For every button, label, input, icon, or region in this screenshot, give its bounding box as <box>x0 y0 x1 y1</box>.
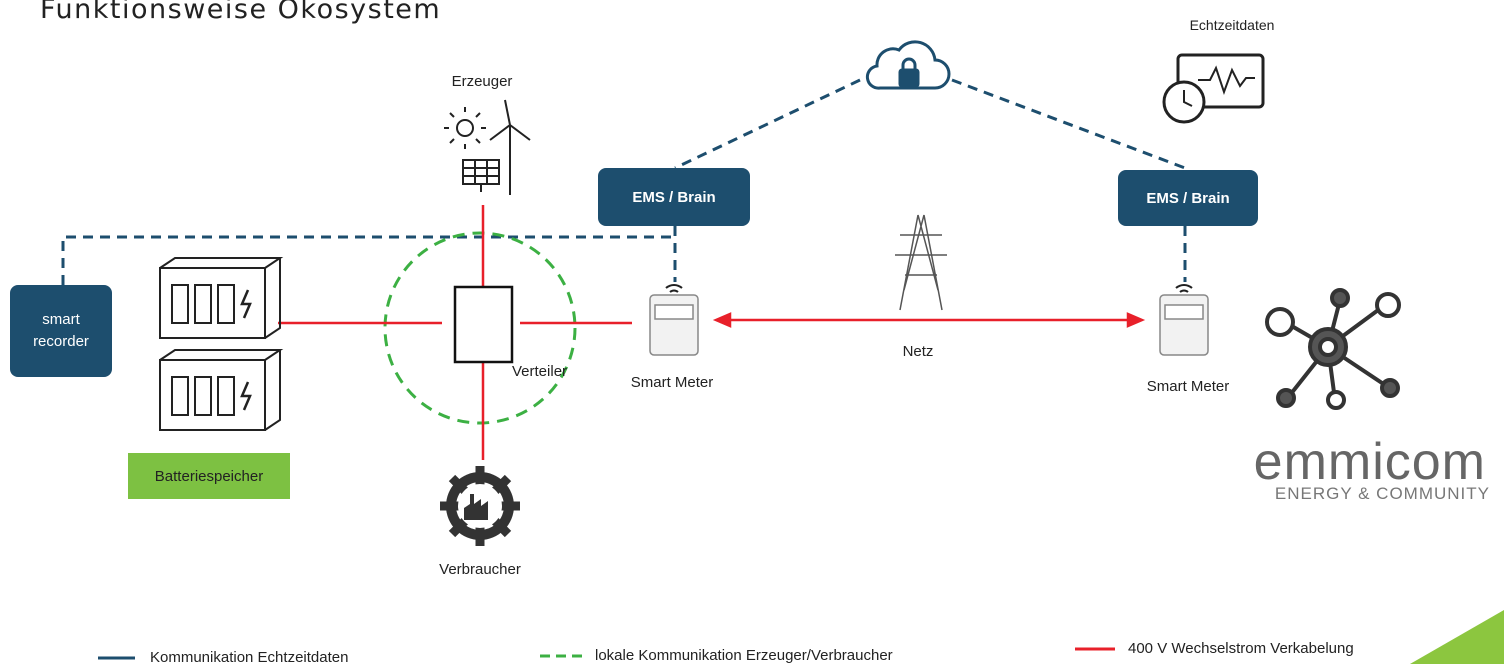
logo-name: emmicom <box>1254 432 1486 492</box>
page: Funktionsweise Ökosystem Echtzeitdaten E… <box>0 0 1504 664</box>
legend-label: lokale Kommunikation Erzeuger/Verbrauche… <box>595 647 893 664</box>
label: Smart Meter <box>1147 378 1230 395</box>
diagram-shapes <box>0 0 1504 664</box>
label: Verbraucher <box>439 561 521 578</box>
distributor-box <box>455 287 512 362</box>
storage-box: Batteriespeicher <box>128 453 290 499</box>
label: Smart Meter <box>631 374 714 391</box>
realtime-icon <box>1164 55 1263 122</box>
legend-label: Kommunikation Echtzeitdaten <box>150 649 348 664</box>
legend-label: 400 V Wechselstrom Verkabelung <box>1128 640 1354 657</box>
label: Echtzeitdaten <box>1190 17 1275 33</box>
label: Netz <box>903 343 934 360</box>
recorder-box: smart recorder <box>10 285 112 377</box>
producer-icon <box>444 100 530 195</box>
battery-icon <box>160 258 280 430</box>
network-icon <box>1267 290 1399 408</box>
label: Verteiler <box>512 363 567 380</box>
label: Erzeuger <box>452 73 513 90</box>
power-lines <box>278 205 1142 460</box>
consumer-icon <box>440 466 520 546</box>
tower-icon <box>895 215 947 310</box>
title: Funktionsweise Ökosystem <box>40 0 441 25</box>
logo-tagline: ENERGY & COMMUNITY <box>1275 484 1490 504</box>
ems-box: EMS / Brain <box>1118 170 1258 226</box>
cloud-icon <box>867 42 949 88</box>
ems-box: EMS / Brain <box>598 168 750 226</box>
corner-decoration <box>1410 610 1504 664</box>
